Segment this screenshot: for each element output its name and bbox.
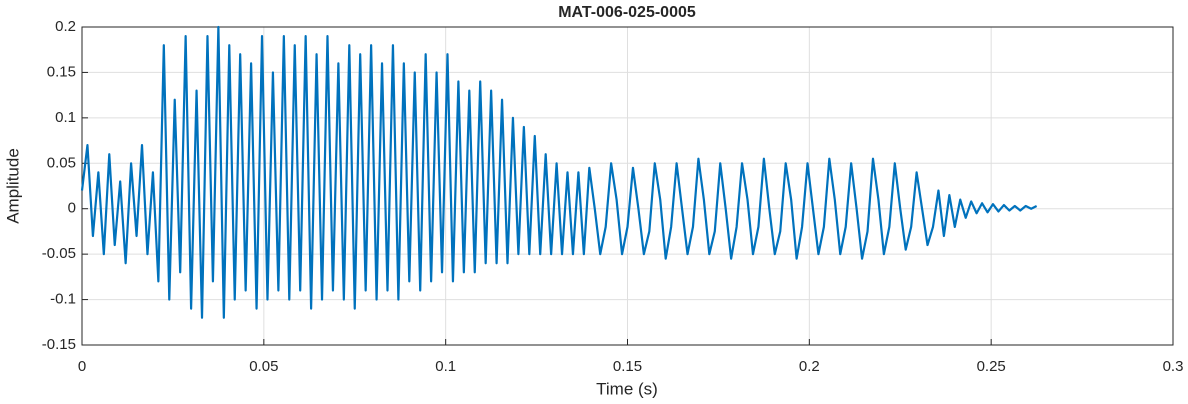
- x-axis-label: Time (s): [596, 379, 658, 398]
- x-tick-label: 0.15: [613, 358, 642, 375]
- x-tick-label: 0: [78, 358, 86, 375]
- y-tick-label: 0.05: [47, 154, 76, 171]
- x-tick-label: 0.3: [1163, 358, 1184, 375]
- x-tick-label: 0.25: [977, 358, 1006, 375]
- chart-title: MAT-006-025-0005: [558, 4, 696, 21]
- y-tick-label: -0.1: [50, 291, 76, 308]
- y-tick-label: 0.2: [55, 18, 76, 35]
- y-tick-label: 0.15: [47, 63, 76, 80]
- waveform-line: [80, 25, 1038, 319]
- x-tick-label: 0.2: [799, 358, 820, 375]
- y-tick-label: 0: [68, 200, 76, 217]
- x-tick-label: 0.1: [435, 358, 456, 375]
- y-tick-label: 0.1: [55, 109, 76, 126]
- y-tick-label: -0.05: [42, 245, 76, 262]
- y-axis-label: Amplitude: [3, 148, 22, 224]
- y-tick-label: -0.15: [42, 336, 76, 353]
- x-tick-label: 0.05: [249, 358, 278, 375]
